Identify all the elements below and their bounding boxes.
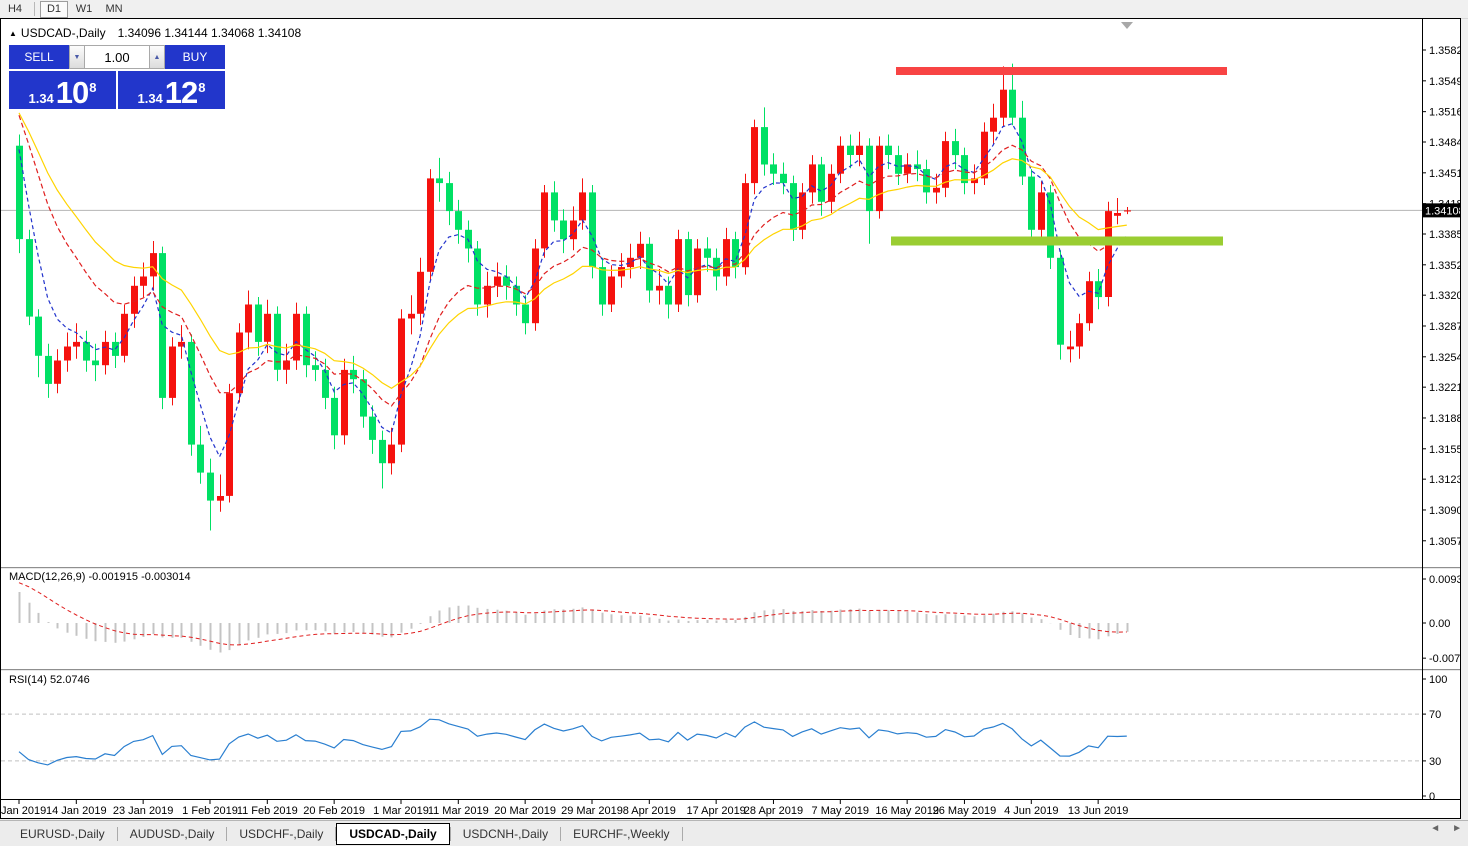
price-chart-svg[interactable]: 1.358251.354951.351651.348401.345101.341… [1,19,1460,818]
svg-text:1.31885: 1.31885 [1429,413,1460,425]
svg-text:20 Mar 2019: 20 Mar 2019 [494,805,556,817]
timeframe-button-w1[interactable]: W1 [75,3,93,15]
one-click-trade-panel: SELL ▼ 1.00 ▲ BUY 1.34 10 8 1.34 12 8 [9,45,225,109]
svg-text:100: 100 [1429,674,1447,686]
svg-text:13 Jun 2019: 13 Jun 2019 [1068,805,1129,817]
svg-text:4 Jun 2019: 4 Jun 2019 [1004,805,1058,817]
symbol-name: USDCAD-,Daily [20,26,106,40]
chart-symbol-header: ▲ USDCAD-,Daily 1.34096 1.34144 1.34068 1.… [9,26,301,40]
svg-text:1.31555: 1.31555 [1429,444,1460,456]
timeframe-button-mn[interactable]: MN [105,3,123,15]
tab-scrollbar: ◄ ► [1430,823,1462,834]
svg-text:1 Mar 2019: 1 Mar 2019 [373,805,429,817]
svg-text:1.33855: 1.33855 [1429,229,1460,241]
chart-window: 1.358251.354951.351651.348401.345101.341… [0,18,1461,819]
buy-price-main: 12 [164,75,198,110]
tab-eurusd-daily[interactable]: EURUSD-,Daily [20,826,105,841]
svg-text:1.30900: 1.30900 [1429,505,1460,517]
volume-input[interactable]: 1.00 [85,45,149,69]
tab-scroll-left-button[interactable]: ◄ [1430,823,1441,834]
timeframe-toolbar: H4 D1 W1 MN [0,0,1468,19]
svg-text:29 Mar 2019: 29 Mar 2019 [561,805,623,817]
svg-text:30: 30 [1429,756,1441,768]
tab-separator [116,826,118,841]
volume-increase-button[interactable]: ▲ [149,45,165,69]
support-line[interactable] [891,236,1223,246]
svg-text:0: 0 [1429,791,1435,803]
svg-text:11 Mar 2019: 11 Mar 2019 [428,805,489,817]
chart-shift-marker-icon [1121,22,1133,29]
tab-usdchf-daily[interactable]: USDCHF-,Daily [239,826,324,841]
date-axis [18,799,1099,804]
svg-text:1.33525: 1.33525 [1429,260,1460,272]
timeframe-button-d1[interactable]: D1 [40,0,68,18]
svg-text:1.31230: 1.31230 [1429,474,1460,486]
sell-price-main: 10 [55,75,89,110]
svg-text:16 May 2019: 16 May 2019 [875,805,939,817]
svg-text:1.35825: 1.35825 [1429,45,1460,57]
macd-signal-line [18,582,1127,646]
svg-text:1.32215: 1.32215 [1429,382,1460,394]
rsi-indicator-label: RSI(14) 52.0746 [9,674,90,686]
tab-scroll-right-button[interactable]: ► [1452,823,1462,834]
svg-text:28 Apr 2019: 28 Apr 2019 [744,805,803,817]
sell-button[interactable]: SELL [9,45,69,69]
svg-text:-0.007433: -0.007433 [1429,653,1460,665]
macd-indicator-label: MACD(12,26,9) -0.001915 -0.003014 [9,571,191,583]
sell-price-sup: 8 [89,80,97,95]
collapse-arrow-icon[interactable]: ▲ [9,29,17,38]
tab-usdcad-daily[interactable]: USDCAD-,Daily [336,822,450,845]
sell-price-prefix: 1.34 [28,91,54,106]
svg-text:20 Feb 2019: 20 Feb 2019 [303,805,365,817]
ohlc-values: 1.34096 1.34144 1.34068 1.34108 [117,26,302,40]
svg-text:1.33200: 1.33200 [1429,290,1460,302]
svg-text:1.34108: 1.34108 [1425,205,1460,217]
svg-text:70: 70 [1429,709,1441,721]
svg-text:1.32870: 1.32870 [1429,321,1460,333]
svg-text:1.34840: 1.34840 [1429,137,1460,149]
svg-text:14 Jan 2019: 14 Jan 2019 [46,805,107,817]
current-price-tag [1422,203,1460,218]
buy-price-sup: 8 [198,80,206,95]
buy-price-display[interactable]: 1.34 12 8 [118,71,225,109]
svg-text:1.34510: 1.34510 [1429,168,1460,180]
candles [16,63,1131,531]
svg-text:17 Apr 2019: 17 Apr 2019 [686,805,745,817]
svg-text:1.35495: 1.35495 [1429,76,1460,88]
ma-21-line [18,112,1127,390]
svg-text:23 Jan 2019: 23 Jan 2019 [113,805,174,817]
tab-audusd-daily[interactable]: AUDUSD-,Daily [129,826,215,841]
tab-usdcnh-daily[interactable]: USDCNH-,Daily [462,826,549,841]
svg-text:0.00: 0.00 [1429,618,1450,630]
macd-histogram [18,592,1129,653]
ma-5-line [18,122,1128,459]
svg-text:1 Feb 2019: 1 Feb 2019 [182,805,238,817]
rsi-line [18,718,1127,766]
buy-price-prefix: 1.34 [137,91,163,106]
svg-text:1.30570: 1.30570 [1429,536,1460,548]
tab-eurchf-weekly[interactable]: EURCHF-,Weekly [573,826,670,841]
timeframe-button-h4[interactable]: H4 [7,3,23,15]
tab-separator [560,826,562,841]
svg-text:4 Jan 2019: 4 Jan 2019 [1,805,46,817]
symbol-tab-bar: EURUSD-,Daily AUDUSD-,Daily USDCHF-,Daily U… [0,820,1468,846]
svg-text:1.32540: 1.32540 [1429,352,1460,364]
tab-separator [226,826,228,841]
volume-decrease-button[interactable]: ▼ [69,45,85,69]
ma-13-line [18,115,1128,407]
buy-button[interactable]: BUY [165,45,225,69]
tab-separator [449,826,451,841]
svg-text:8 Apr 2019: 8 Apr 2019 [623,805,676,817]
resistance-line[interactable] [896,67,1227,75]
svg-text:11 Feb 2019: 11 Feb 2019 [237,805,298,817]
tab-separator [681,826,683,841]
toolbar-separator [34,2,35,16]
svg-text:7 May 2019: 7 May 2019 [812,805,869,817]
svg-text:1.35165: 1.35165 [1429,107,1460,119]
svg-text:0.009301: 0.009301 [1429,574,1460,586]
svg-text:26 May 2019: 26 May 2019 [933,805,997,817]
sell-price-display[interactable]: 1.34 10 8 [9,71,116,109]
tab-separator [335,826,337,841]
